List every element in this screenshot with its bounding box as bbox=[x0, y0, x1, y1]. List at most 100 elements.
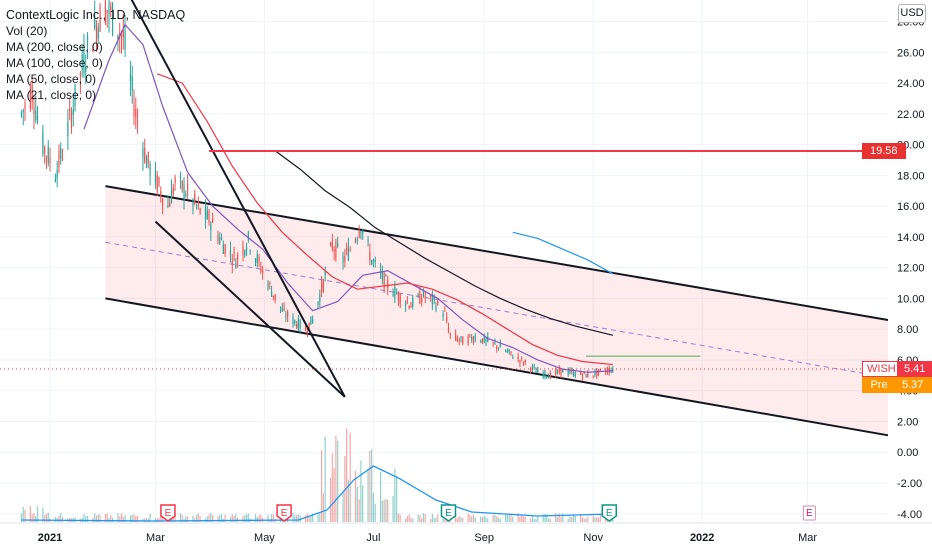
candle-body bbox=[254, 258, 257, 263]
volume-bar bbox=[212, 515, 214, 522]
candle-body bbox=[549, 372, 551, 379]
volume-bar bbox=[444, 518, 446, 522]
volume-bar bbox=[33, 513, 35, 522]
volume-bar bbox=[144, 518, 146, 522]
channel-fill bbox=[105, 186, 888, 436]
candle-body bbox=[497, 348, 500, 350]
candle-body bbox=[322, 279, 324, 291]
candle-body bbox=[154, 169, 157, 184]
earnings-marker-box[interactable] bbox=[802, 505, 816, 521]
candle-body bbox=[119, 33, 121, 36]
volume-bar bbox=[371, 449, 373, 522]
candle-body bbox=[237, 254, 239, 260]
candle-body bbox=[158, 177, 160, 186]
channel-lower-line[interactable] bbox=[105, 297, 889, 437]
candle-body bbox=[294, 319, 296, 324]
volume-bar bbox=[404, 518, 407, 522]
volume-bar bbox=[599, 513, 601, 522]
indicator-ma-21[interactable]: MA (21, close, 0) bbox=[6, 88, 97, 102]
candle-body bbox=[160, 191, 162, 197]
indicator-ma-100[interactable]: MA (100, close, 0) bbox=[6, 56, 103, 70]
candle-body bbox=[49, 157, 51, 163]
volume-bar bbox=[154, 518, 157, 522]
volume-bar bbox=[22, 506, 24, 522]
indicator-volume[interactable]: Vol (20) bbox=[6, 24, 48, 38]
time-tick-label: Mar bbox=[798, 532, 817, 544]
candle-body bbox=[567, 370, 569, 375]
earnings-marker-box[interactable] bbox=[276, 504, 292, 522]
earnings-marker-icon[interactable]: E bbox=[440, 504, 457, 522]
indicator-ma-200[interactable]: MA (200, close, 0) bbox=[6, 40, 103, 54]
candle-body bbox=[537, 369, 539, 373]
volume-bar bbox=[597, 517, 600, 522]
volume-bar bbox=[492, 514, 494, 522]
candle-body bbox=[467, 336, 469, 345]
candle-body bbox=[319, 294, 321, 302]
candle-body bbox=[129, 74, 132, 81]
volume-bar bbox=[572, 515, 575, 522]
candle-body bbox=[197, 202, 199, 204]
indicator-ma-50[interactable]: MA (50, close, 0) bbox=[6, 72, 97, 86]
volume-bar bbox=[149, 513, 151, 522]
currency-button[interactable]: USD bbox=[898, 4, 926, 23]
premarket-value: 5.37 bbox=[902, 379, 924, 392]
candle-body bbox=[531, 365, 534, 369]
earnings-marker-icon[interactable]: E bbox=[160, 504, 176, 522]
earnings-marker-icon[interactable]: E bbox=[802, 505, 816, 521]
volume-bar bbox=[344, 455, 346, 522]
volume-bar bbox=[483, 516, 485, 522]
price-tick-label: 22.00 bbox=[897, 109, 925, 121]
volume-bar bbox=[519, 516, 521, 522]
volume-bar bbox=[558, 513, 560, 522]
candle-body bbox=[194, 193, 196, 202]
symbol-title[interactable]: ContextLogic Inc., 1D, NASDAQ bbox=[6, 8, 186, 22]
candle-body bbox=[542, 373, 544, 378]
moving-average-line[interactable] bbox=[512, 231, 614, 275]
volume-bar bbox=[331, 453, 333, 522]
earnings-marker-icon[interactable]: E bbox=[601, 504, 618, 522]
candle-body bbox=[212, 218, 214, 223]
candle-body bbox=[481, 338, 484, 344]
candle-body bbox=[147, 151, 149, 164]
candle-body bbox=[485, 338, 487, 342]
earnings-marker-icon[interactable]: E bbox=[276, 504, 292, 522]
earnings-marker-box[interactable] bbox=[601, 504, 618, 522]
volume-bar bbox=[129, 515, 132, 522]
candle-body bbox=[547, 376, 550, 379]
volume-bar bbox=[333, 468, 335, 522]
candle-body bbox=[444, 310, 446, 312]
candle-body bbox=[285, 316, 287, 318]
volume-bar bbox=[374, 503, 376, 522]
candle-body bbox=[287, 311, 289, 318]
candle-body bbox=[331, 241, 333, 249]
candle-body bbox=[97, 27, 99, 39]
channel-upper-line[interactable] bbox=[105, 185, 889, 321]
candle-body bbox=[346, 248, 348, 251]
volume-bar bbox=[160, 514, 162, 522]
candle-body bbox=[60, 148, 62, 159]
volume-bar bbox=[208, 514, 210, 522]
candle-body bbox=[95, 25, 98, 43]
candle-body bbox=[354, 239, 357, 242]
candle-body bbox=[381, 271, 383, 279]
volume-bar bbox=[120, 513, 123, 522]
candle-body bbox=[274, 294, 276, 300]
moving-average-line[interactable] bbox=[157, 73, 613, 366]
candle-body bbox=[447, 327, 450, 332]
earnings-marker-box[interactable] bbox=[440, 504, 457, 522]
price-axis-bg[interactable] bbox=[888, 0, 932, 550]
candle-body bbox=[256, 254, 258, 263]
trendline[interactable] bbox=[154, 220, 346, 398]
candle-body bbox=[435, 305, 437, 310]
volume-bar bbox=[346, 428, 348, 522]
channel-median-line[interactable] bbox=[105, 241, 889, 379]
moving-average-line[interactable] bbox=[83, 23, 613, 373]
volume-bar bbox=[247, 513, 249, 522]
moving-average-line[interactable] bbox=[274, 150, 613, 336]
candle-body bbox=[572, 371, 575, 377]
earnings-marker-box[interactable] bbox=[160, 504, 176, 522]
trendline[interactable] bbox=[127, 0, 346, 398]
volume-bar bbox=[94, 513, 96, 522]
candle-body bbox=[460, 336, 462, 339]
